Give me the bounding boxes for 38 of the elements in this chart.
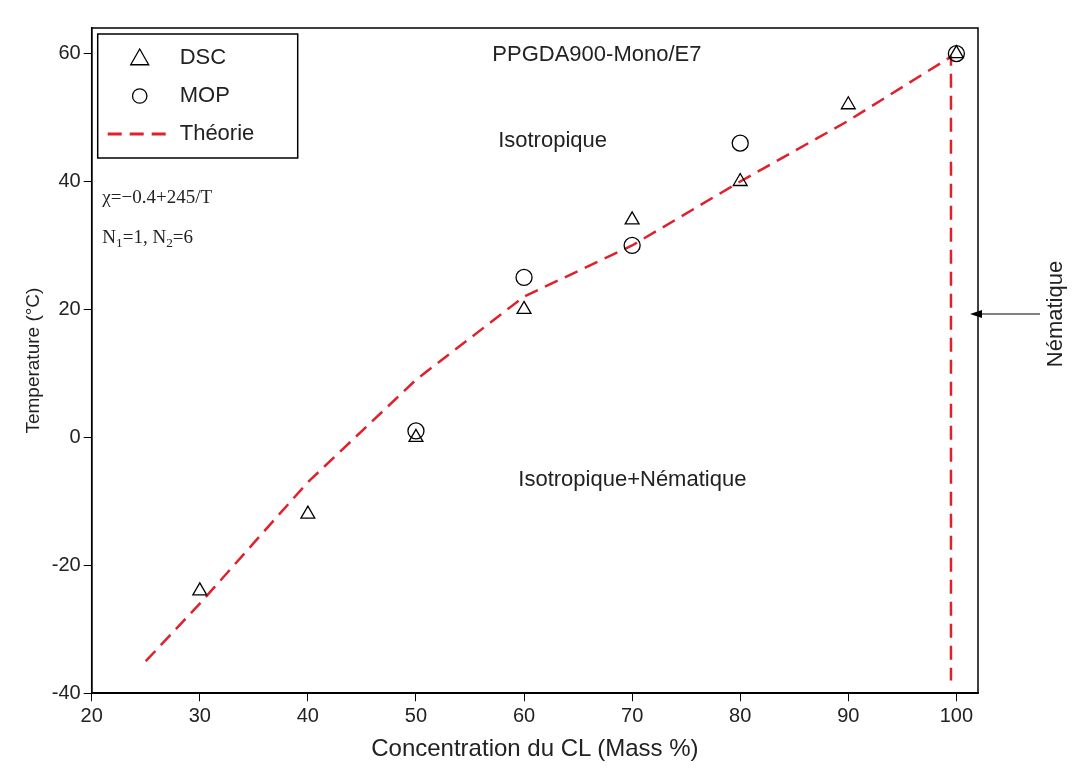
- y-axis-title: Temperature (°C): [21, 287, 43, 434]
- point: [300, 505, 316, 519]
- annotation: Isotropique+Nématique: [518, 466, 747, 492]
- x-tick-label: 100: [939, 703, 974, 726]
- x-tick-label: 20: [80, 703, 103, 726]
- point: [408, 428, 424, 442]
- point: [732, 172, 748, 187]
- x-tick-label: 60: [512, 703, 536, 726]
- annotation: PPGDA900-Mono/E7: [492, 40, 702, 66]
- y-tick-label: -20: [51, 552, 81, 575]
- point: [947, 44, 966, 63]
- x-tick-label: 40: [296, 703, 319, 726]
- point: [840, 96, 856, 110]
- point: [623, 236, 641, 255]
- x-tick-label: 70: [621, 703, 644, 726]
- y-tick-label: 20: [58, 296, 81, 319]
- point: [192, 582, 208, 596]
- annotation: χ=−0.4+245/T: [101, 185, 213, 207]
- legend-label: DSC: [179, 44, 227, 70]
- x-tick-label: 90: [837, 703, 860, 726]
- x-axis-title: Concentration du CL (Mass %): [371, 734, 699, 762]
- y-tick-label: 0: [69, 424, 81, 447]
- legend-label: MOP: [179, 82, 230, 108]
- point: [948, 44, 964, 59]
- point: [407, 422, 425, 440]
- x-tick-label: 80: [729, 703, 752, 726]
- x-tick-label: 50: [404, 703, 428, 726]
- legend-label: Théorie: [179, 120, 255, 146]
- point: [624, 211, 640, 225]
- point: [731, 134, 749, 152]
- y-tick-label: -40: [51, 680, 81, 703]
- y-tick-label: 40: [58, 169, 81, 192]
- point: [516, 300, 532, 315]
- y-tick-label: 60: [58, 41, 81, 64]
- annotation: Isotropique: [498, 127, 608, 153]
- point: [515, 268, 533, 287]
- text: Nématique: [1042, 260, 1068, 368]
- x-tick-label: 30: [188, 703, 211, 726]
